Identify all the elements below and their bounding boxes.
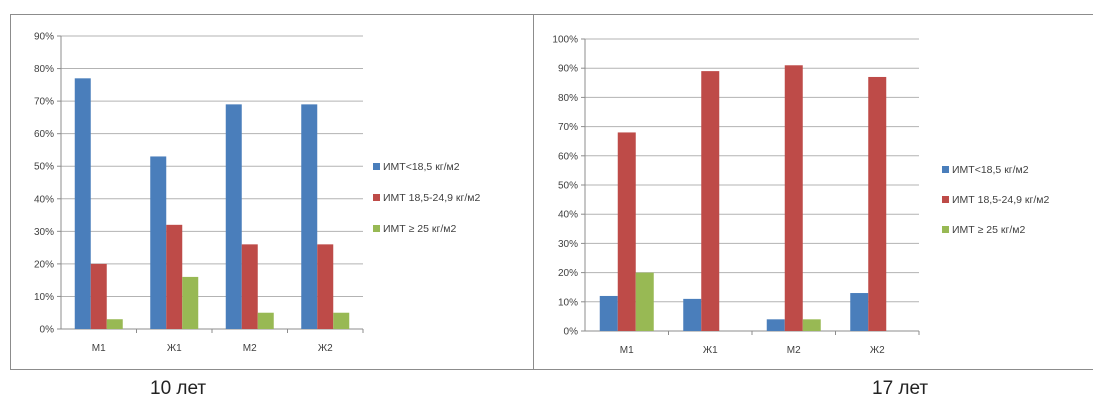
legend-swatch xyxy=(942,166,949,173)
x-tick-label: Ж1 xyxy=(167,343,182,354)
y-tick-label: 100% xyxy=(552,35,578,46)
x-tick-label: Ж2 xyxy=(318,343,333,354)
y-tick-label: 20% xyxy=(558,268,578,279)
y-tick-label: 60% xyxy=(558,151,578,162)
y-tick-label: 50% xyxy=(34,162,54,173)
legend-swatch xyxy=(373,163,380,170)
y-tick-label: 40% xyxy=(34,194,54,205)
legend-label: ИМТ 18,5-24,9 кг/м2 xyxy=(383,192,480,204)
legend-label: ИМТ ≥ 25 кг/м2 xyxy=(383,223,456,235)
y-tick-label: 10% xyxy=(34,292,54,303)
caption-10-years: 10 лет xyxy=(150,378,207,399)
chart-panel-17-years: 0% 10% 20% 30% 40% 50% 60% 70% 80% 90% 100% M1 Ж1 M2 Ж… xyxy=(533,14,1093,370)
chart-17-years: 0% 10% 20% 30% 40% 50% 60% 70% 80% 90% 100% M1 Ж1 M2 Ж… xyxy=(552,35,1049,357)
x-tick-label: M2 xyxy=(787,345,801,356)
bar xyxy=(301,104,318,329)
y-tick-label: 60% xyxy=(34,129,54,140)
bar xyxy=(257,312,274,329)
legend-label: ИМТ 18,5-24,9 кг/м2 xyxy=(952,194,1049,206)
bar xyxy=(850,293,869,331)
x-tick-label: Ж2 xyxy=(870,345,885,356)
bar xyxy=(90,263,107,329)
bar xyxy=(683,298,702,331)
legend-label: ИМТ<18,5 кг/м2 xyxy=(383,161,460,173)
bar xyxy=(635,272,654,331)
bar xyxy=(74,78,91,329)
legend-swatch xyxy=(942,226,949,233)
bar xyxy=(868,76,887,332)
bar xyxy=(784,65,803,331)
y-tick-label: 50% xyxy=(558,181,578,192)
x-tick-label: M1 xyxy=(620,345,634,356)
y-tick-label: 0% xyxy=(564,327,579,338)
bar xyxy=(701,71,720,331)
x-tick-label: Ж1 xyxy=(703,345,718,356)
y-tick-label: 80% xyxy=(34,64,54,75)
y-tick-label: 20% xyxy=(34,259,54,270)
bar xyxy=(599,295,618,331)
y-tick-label: 0% xyxy=(40,325,55,336)
bar xyxy=(182,276,199,329)
legend-swatch xyxy=(942,196,949,203)
bar xyxy=(802,319,821,331)
legend-label: ИМТ ≥ 25 кг/м2 xyxy=(952,224,1025,236)
y-tick-label: 90% xyxy=(558,64,578,75)
y-tick-label: 80% xyxy=(558,93,578,104)
y-tick-label: 30% xyxy=(34,227,54,238)
chart-10-years: 0% 10% 20% 30% 40% 50% 60% 70% 80% 90% M1 Ж1 M2 Ж2 ИМТ… xyxy=(34,32,480,355)
y-tick-label: 30% xyxy=(558,239,578,250)
bar xyxy=(166,224,183,329)
y-tick-label: 70% xyxy=(34,97,54,108)
bar xyxy=(317,244,334,329)
y-tick-label: 70% xyxy=(558,122,578,133)
y-tick-label: 90% xyxy=(34,32,54,43)
bar xyxy=(150,156,167,329)
bar xyxy=(766,319,785,331)
bar xyxy=(225,104,242,329)
chart-panel-10-years: 0% 10% 20% 30% 40% 50% 60% 70% 80% 90% M1 Ж1 M2 Ж2 ИМТ… xyxy=(10,14,534,370)
x-tick-label: M1 xyxy=(92,343,106,354)
x-tick-label: M2 xyxy=(243,343,257,354)
bar xyxy=(106,319,123,329)
legend-label: ИМТ<18,5 кг/м2 xyxy=(952,164,1029,176)
bar xyxy=(241,244,258,329)
bar xyxy=(617,132,636,331)
y-tick-label: 40% xyxy=(558,210,578,221)
bar xyxy=(333,312,350,329)
caption-17-years: 17 лет xyxy=(872,378,929,399)
legend-swatch xyxy=(373,194,380,201)
y-tick-label: 10% xyxy=(558,297,578,308)
legend-swatch xyxy=(373,225,380,232)
